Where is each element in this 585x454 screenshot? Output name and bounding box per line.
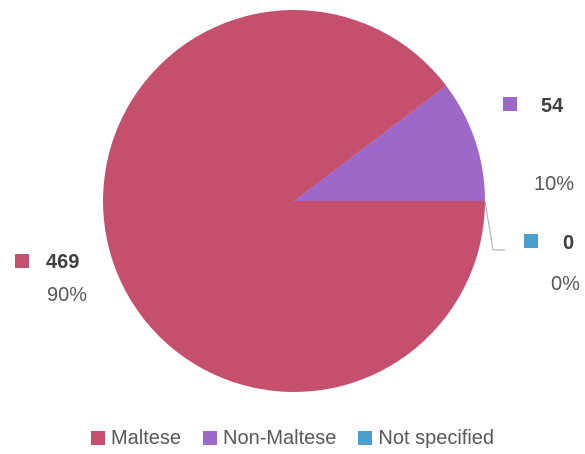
data-label-value-maltese: 469 [46,251,79,273]
data-label-percent-maltese: 90% [47,284,87,306]
legend-label-non-maltese: Non-Maltese [223,426,337,449]
legend-label-not-specified: Not specified [378,426,495,449]
legend-swatch-non-maltese [203,431,217,445]
legend-item-maltese: Maltese [90,426,181,450]
data-label-percent-not-specified: 0% [551,273,580,295]
legend-swatch-maltese [90,431,105,445]
leader-line-not-specified [484,200,505,251]
pie-slices [103,9,486,392]
legend-swatch-not-specified [358,431,373,445]
legend-item-non-maltese: Non-Maltese [203,427,336,450]
legend-label-maltese: Maltese [110,426,181,449]
chart-legend: Maltese Non-Maltese Not specified [0,423,585,453]
label-swatch-not-specified [524,234,538,248]
pie-slice-non-maltese [294,85,486,201]
data-label-percent-non-maltese: 10% [534,173,574,195]
label-swatch-non-maltese [503,97,517,111]
pie-slice-maltese [103,9,485,392]
legend-item-not-specified: Not specified [358,427,494,450]
data-label-value-non-maltese: 54 [541,95,564,117]
label-swatch-maltese [15,254,29,268]
data-label-value-not-specified: 0 [563,232,574,254]
pie-chart: 469 90% 54 10% 0 0% [15,9,580,392]
